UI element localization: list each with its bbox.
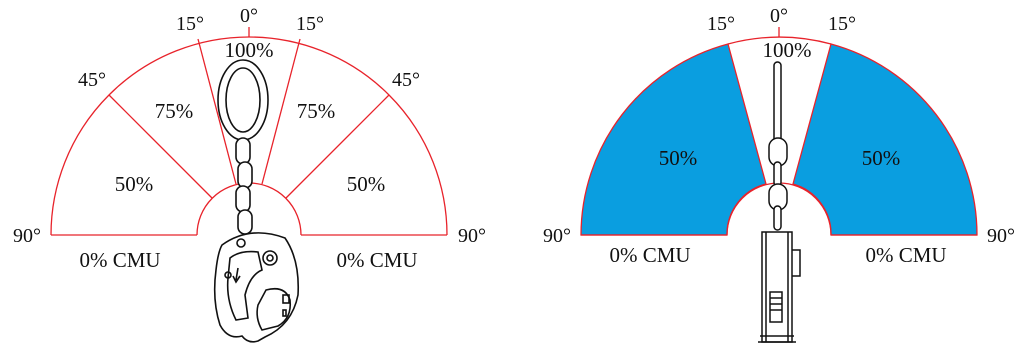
right-label-15deg-right: 15° [828, 13, 856, 35]
right-label-90deg-right: 90° [987, 225, 1015, 247]
left-label-0deg: 0° [240, 5, 258, 27]
left-label-90deg-right: 90° [458, 225, 486, 247]
right-blue-sector-left [580, 43, 767, 236]
left-label-45deg-right: 45° [392, 69, 420, 91]
left-15deg-line-right [261, 38, 301, 185]
right-label-15deg-left: 15° [707, 13, 735, 35]
lifting-clamp-side-icon [758, 61, 801, 343]
left-zone-50-right: 50% [347, 172, 386, 196]
left-15deg-line-left [197, 38, 237, 185]
left-zone-100: 100% [225, 38, 274, 62]
left-load-angle-diagram: 0° 15° 15° 45° 45° 90° 90° 100% 75% 75% … [13, 5, 486, 343]
left-zone-75-left: 75% [155, 99, 194, 123]
right-blue-sector-right [792, 43, 978, 236]
right-zone-50-right: 50% [862, 146, 901, 170]
left-45deg-line-right [285, 94, 390, 199]
left-base-label-left: 0% CMU [79, 248, 160, 272]
lifting-clamp-front-icon [213, 59, 300, 343]
right-load-angle-diagram: 0° 15° 15° 90° 90° 100% 50% 50% 0% CMU 0… [543, 5, 1015, 343]
left-zone-50-left: 50% [115, 172, 154, 196]
right-base-label-right: 0% CMU [865, 243, 946, 267]
left-base-label-right: 0% CMU [336, 248, 417, 272]
left-label-15deg-left: 15° [176, 13, 204, 35]
right-zone-50-left: 50% [659, 146, 698, 170]
left-45deg-line-left [108, 94, 213, 199]
right-outer-arc-top [727, 36, 832, 45]
right-base-label-left: 0% CMU [609, 243, 690, 267]
right-label-0deg: 0° [770, 5, 788, 27]
left-label-45deg-left: 45° [78, 69, 106, 91]
right-zone-100: 100% [763, 38, 812, 62]
left-zone-75-right: 75% [297, 99, 336, 123]
left-label-15deg-right: 15° [296, 13, 324, 35]
left-label-90deg-left: 90° [13, 225, 41, 247]
right-label-90deg-left: 90° [543, 225, 571, 247]
